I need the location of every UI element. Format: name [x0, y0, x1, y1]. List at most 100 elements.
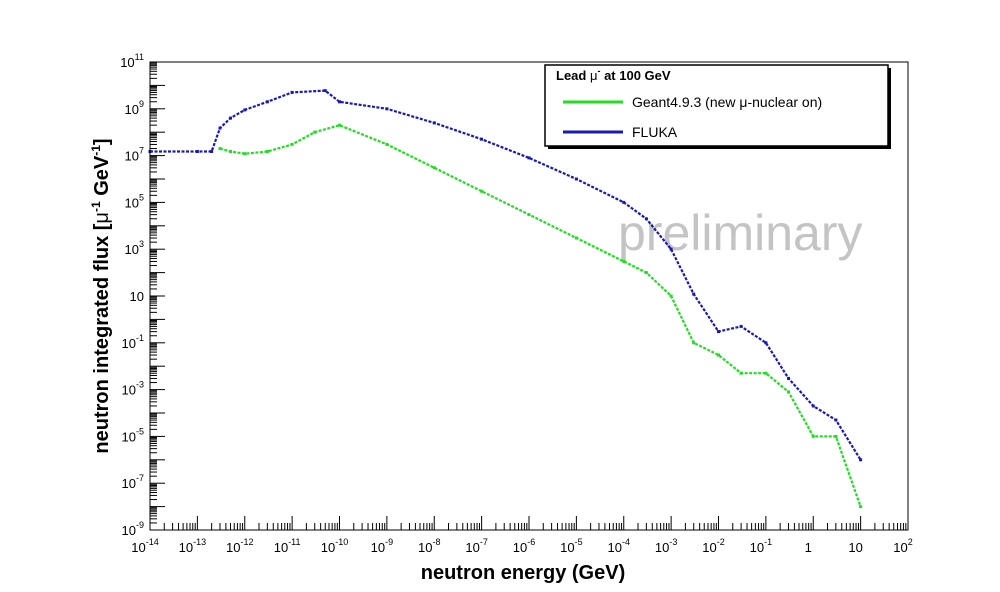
- x-tick-label: 10-10: [321, 537, 348, 555]
- data-point-geant: [764, 371, 768, 375]
- legend-title-mu: μ: [590, 68, 598, 83]
- x-tick-exp: -11: [288, 537, 300, 547]
- data-point-geant: [385, 142, 389, 146]
- x-tick-base: 10: [608, 540, 622, 555]
- x-tick-label: 10-3: [655, 537, 677, 555]
- y-tick-label: 103: [125, 239, 144, 257]
- data-point-geant: [290, 142, 294, 146]
- y-tick-base: 10: [122, 523, 136, 538]
- data-point-fluka: [195, 150, 199, 153]
- y-axis-title: neutron integrated flux [μ-1 GeV-1]: [89, 138, 113, 453]
- y-axis-title-mu: μ: [91, 212, 113, 224]
- y-axis-title-exp1: -1: [89, 201, 103, 212]
- y-tick-base: 10: [125, 195, 139, 210]
- data-point-fluka: [210, 150, 214, 153]
- y-tick-exp: 7: [139, 146, 144, 156]
- legend-label-fluka: FLUKA: [632, 124, 678, 140]
- x-tick-base: 1: [805, 540, 812, 555]
- y-tick-base: 10: [125, 242, 139, 257]
- x-tick-exp: -4: [622, 537, 630, 547]
- data-point-geant: [669, 294, 673, 298]
- x-tick-label: 10-7: [465, 537, 487, 555]
- series-fluka: [148, 89, 863, 462]
- data-point-fluka: [811, 404, 815, 408]
- x-tick-label: 10-9: [371, 537, 393, 555]
- y-tick-base: 10: [120, 55, 134, 70]
- x-tick-exp: -6: [527, 537, 535, 547]
- y-tick-exp: 9: [139, 99, 144, 109]
- x-tick-base: 10: [655, 540, 669, 555]
- x-tick-exp: -3: [669, 537, 677, 547]
- x-tick-base: 10: [321, 540, 335, 555]
- y-tick-label: 1011: [120, 52, 144, 70]
- data-point-fluka: [692, 292, 696, 296]
- x-tick-exp: -12: [240, 537, 253, 547]
- x-tick-base: 10: [131, 540, 145, 555]
- data-point-fluka: [229, 116, 232, 120]
- x-tick-base: 10: [893, 540, 907, 555]
- y-tick-exp: -1: [136, 333, 144, 343]
- y-tick-base: 10: [130, 289, 144, 304]
- y-axis-title-mid: GeV: [91, 155, 113, 201]
- x-tick-base: 10: [418, 540, 432, 555]
- series-geant: [218, 123, 863, 509]
- data-point-geant: [644, 271, 648, 275]
- x-tick-label: 10-1: [750, 537, 772, 555]
- x-tick-label: 10-2: [702, 537, 724, 555]
- y-tick-exp: 3: [139, 239, 144, 249]
- x-tick-base: 10: [560, 540, 574, 555]
- x-tick-label: 10-6: [513, 537, 535, 555]
- data-point-geant: [480, 189, 484, 193]
- data-point-fluka: [432, 121, 436, 125]
- y-tick-label: 10: [130, 289, 144, 304]
- y-tick-exp: -5: [136, 426, 144, 436]
- legend-title-pre: Lead: [556, 68, 590, 83]
- y-tick-exp: 11: [135, 52, 144, 62]
- legend-title-post: at 100 GeV: [600, 68, 670, 83]
- x-tick-base: 10: [179, 540, 193, 555]
- data-point-geant: [527, 213, 531, 217]
- x-tick-base: 10: [702, 540, 716, 555]
- data-point-geant: [717, 353, 720, 357]
- series-line-geant: [219, 124, 862, 507]
- data-point-geant: [218, 147, 222, 151]
- x-tick-exp: -9: [385, 537, 393, 547]
- x-tick-exp: -2: [717, 537, 725, 547]
- y-tick-base: 10: [125, 149, 139, 164]
- data-point-geant: [622, 259, 626, 263]
- x-tick-label: 10-8: [418, 537, 440, 555]
- y-tick-label: 10-1: [122, 333, 144, 351]
- data-point-fluka: [218, 126, 222, 130]
- y-tick-label: 105: [125, 192, 144, 210]
- y-tick-base: 10: [122, 383, 136, 398]
- data-point-fluka: [527, 156, 531, 160]
- x-tick-exp: 2: [908, 537, 913, 547]
- data-point-geant: [859, 505, 863, 509]
- data-point-geant: [313, 130, 317, 134]
- x-tick-label: 10: [848, 540, 862, 555]
- legend-title-exp: -: [597, 66, 600, 76]
- x-tick-label: 102: [893, 537, 912, 555]
- y-tick-exp: -9: [136, 520, 144, 530]
- y-tick-label: 10-9: [122, 520, 144, 538]
- data-point-geant: [265, 150, 269, 153]
- data-point-geant: [692, 341, 696, 345]
- data-point-geant: [834, 434, 838, 438]
- data-point-fluka: [338, 100, 341, 104]
- y-tick-label: 10-3: [122, 380, 144, 398]
- data-point-fluka: [717, 330, 720, 334]
- x-tick-base: 10: [750, 540, 764, 555]
- legend-label-geant: Geant4.9.3 (new μ-nuclear on): [632, 94, 822, 110]
- y-tick-exp: -7: [136, 473, 144, 483]
- x-axis-title: neutron energy (GeV): [421, 562, 625, 584]
- x-tick-exp: -5: [575, 537, 583, 547]
- axis-ticks: [149, 61, 909, 531]
- x-tick-exp: -1: [764, 537, 772, 547]
- x-tick-exp: -10: [335, 537, 348, 547]
- y-tick-label: 10-7: [122, 473, 144, 491]
- legend-title: Lead μ- at 100 GeV: [556, 66, 671, 83]
- data-point-geant: [432, 166, 436, 170]
- x-tick-label: 10-4: [608, 537, 630, 555]
- x-tick-base: 10: [371, 540, 385, 555]
